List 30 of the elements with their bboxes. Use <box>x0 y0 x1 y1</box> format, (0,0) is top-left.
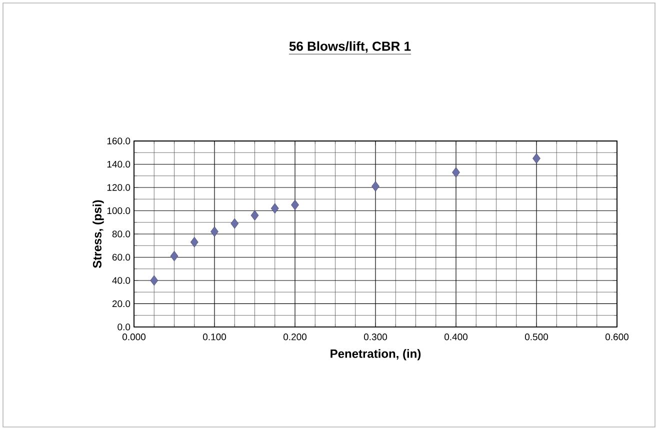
y-tick-label: 60.0 <box>112 254 130 261</box>
x-tick-label: 0.000 <box>122 334 146 340</box>
x-tick-label: 0.100 <box>202 334 226 340</box>
y-tick-label: 40.0 <box>112 277 130 284</box>
y-tick-label: 0.0 <box>118 324 130 330</box>
x-tick-label: 0.500 <box>524 334 548 340</box>
y-tick-label: 120.0 <box>107 184 130 191</box>
x-tick-label: 0.400 <box>444 334 468 340</box>
point <box>190 236 198 248</box>
y-tick-label: 80.0 <box>112 230 130 238</box>
x-tick-label: 0.300 <box>364 334 388 340</box>
y-tick-label: 100.0 <box>107 207 130 214</box>
y-axis-title: Stress, (psi) <box>92 200 104 268</box>
point <box>372 181 380 192</box>
x-tick-label: 0.200 <box>283 334 307 340</box>
x-axis-title: Penetration, (in) <box>330 349 421 360</box>
point <box>452 167 460 178</box>
point <box>150 275 158 286</box>
point <box>270 203 279 214</box>
point <box>291 200 299 210</box>
point <box>532 153 540 164</box>
point <box>250 210 259 221</box>
point <box>170 250 178 262</box>
x-tick-label: 0.600 <box>605 334 629 340</box>
y-tick-label: 20.0 <box>112 300 130 308</box>
point <box>210 226 218 237</box>
point <box>230 218 239 229</box>
y-tick-label: 160.0 <box>107 138 130 144</box>
y-tick-label: 140.0 <box>107 160 130 168</box>
chart-title: 56 Blows/lift, CBR 1 <box>289 41 411 53</box>
